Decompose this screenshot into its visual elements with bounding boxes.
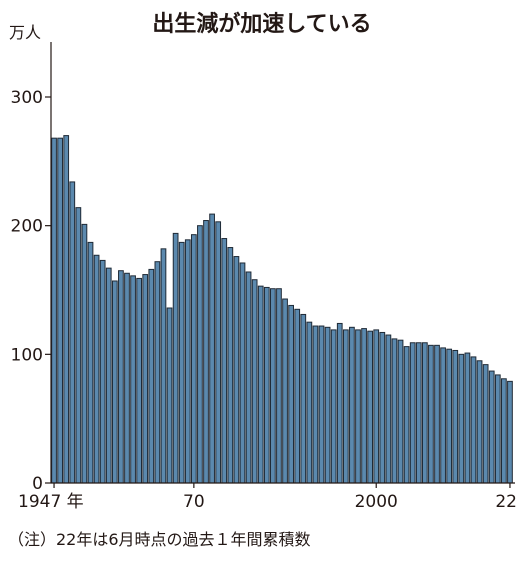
- bar-1987: [294, 308, 301, 484]
- bar-2018: [482, 364, 489, 484]
- bar-1971: [197, 225, 203, 484]
- bar-2016: [470, 356, 477, 484]
- bar-2015: [464, 352, 471, 484]
- bar-2022: [507, 380, 513, 484]
- y-axis-unit-label: 万人: [9, 23, 41, 42]
- bar-2013: [452, 349, 459, 484]
- bar-1986: [288, 304, 294, 484]
- bar-1953: [87, 241, 94, 484]
- bar-1963: [148, 268, 155, 484]
- bar-1977: [233, 256, 240, 484]
- bar-1957: [111, 280, 118, 484]
- bar-1959: [124, 272, 130, 484]
- bar-1973: [209, 213, 215, 484]
- bar-1980: [251, 279, 258, 484]
- bar-1999: [367, 330, 374, 484]
- bar-2007: [415, 342, 422, 484]
- bar-1952: [81, 223, 88, 484]
- bar-1992: [324, 326, 331, 484]
- bar-1997: [355, 329, 361, 484]
- bar-1968: [178, 241, 185, 484]
- bar-1967: [172, 232, 179, 484]
- bar-1966: [166, 307, 173, 484]
- bar-2000: [373, 329, 380, 484]
- bar-1989: [306, 321, 313, 484]
- bar-1982: [263, 286, 270, 484]
- bar-2008: [421, 342, 428, 484]
- bar-2003: [391, 338, 398, 484]
- bar-1947: [51, 137, 57, 484]
- bar-1972: [203, 220, 209, 484]
- x-tick-label-2000: 2000: [355, 492, 398, 512]
- bar-2005: [403, 346, 410, 484]
- bar-2019: [488, 370, 495, 484]
- bar-1964: [154, 261, 161, 484]
- bar-1984: [276, 288, 282, 484]
- bar-2009: [428, 344, 434, 484]
- bar-2012: [446, 348, 453, 484]
- bar-1981: [257, 285, 264, 484]
- chart-title: 出生減が加速している: [152, 11, 371, 37]
- bars-group: [51, 135, 513, 484]
- bar-1960: [130, 275, 136, 484]
- bar-2010: [434, 344, 440, 484]
- y-axis: 0 100 200 300: [11, 88, 51, 494]
- bar-1951: [75, 207, 82, 484]
- bar-2017: [476, 360, 483, 484]
- bar-1990: [312, 325, 319, 484]
- bar-1949: [63, 135, 70, 484]
- bar-1996: [349, 326, 355, 484]
- bar-1975: [221, 238, 228, 484]
- bar-1978: [239, 262, 246, 484]
- chart-note: （注）22年は6月時点の過去１年間累積数: [8, 530, 311, 549]
- y-tick-label-0: 0: [32, 474, 43, 494]
- x-tick-label-1970: 70: [183, 492, 205, 512]
- bar-1983: [270, 288, 276, 484]
- bar-2014: [458, 353, 465, 484]
- x-tick-label-2022: 22: [495, 492, 517, 512]
- y-tick-label-100: 100: [11, 345, 43, 365]
- bar-1970: [190, 234, 197, 484]
- bar-1956: [105, 267, 112, 484]
- bar-1994: [336, 322, 343, 484]
- bar-1991: [318, 325, 325, 484]
- bar-2004: [397, 339, 404, 484]
- bar-1958: [118, 270, 124, 484]
- bar-2006: [409, 342, 416, 484]
- bar-1969: [184, 239, 191, 484]
- bar-2020: [494, 374, 501, 484]
- bar-1965: [160, 248, 167, 484]
- bar-1950: [69, 181, 76, 484]
- x-axis: 1947 年 70 2000 22: [18, 483, 517, 512]
- bar-2002: [385, 334, 392, 484]
- bar-2011: [440, 347, 446, 484]
- bar-1993: [330, 329, 337, 484]
- bar-1976: [227, 247, 234, 484]
- bar-1988: [300, 313, 307, 484]
- bar-1985: [282, 298, 288, 484]
- bar-1962: [142, 274, 149, 484]
- bar-1995: [342, 329, 349, 484]
- bar-2021: [501, 378, 507, 484]
- bar-1998: [361, 328, 367, 484]
- bar-1948: [57, 137, 63, 484]
- x-tick-label-1947: 1947 年: [18, 492, 84, 512]
- bar-1955: [99, 259, 106, 484]
- bar-1961: [136, 277, 143, 484]
- bar-1974: [215, 221, 222, 484]
- y-tick-label-200: 200: [11, 217, 43, 237]
- bar-1979: [245, 271, 252, 484]
- bar-2001: [379, 331, 386, 484]
- y-tick-label-300: 300: [11, 88, 43, 108]
- bar-1954: [93, 254, 100, 484]
